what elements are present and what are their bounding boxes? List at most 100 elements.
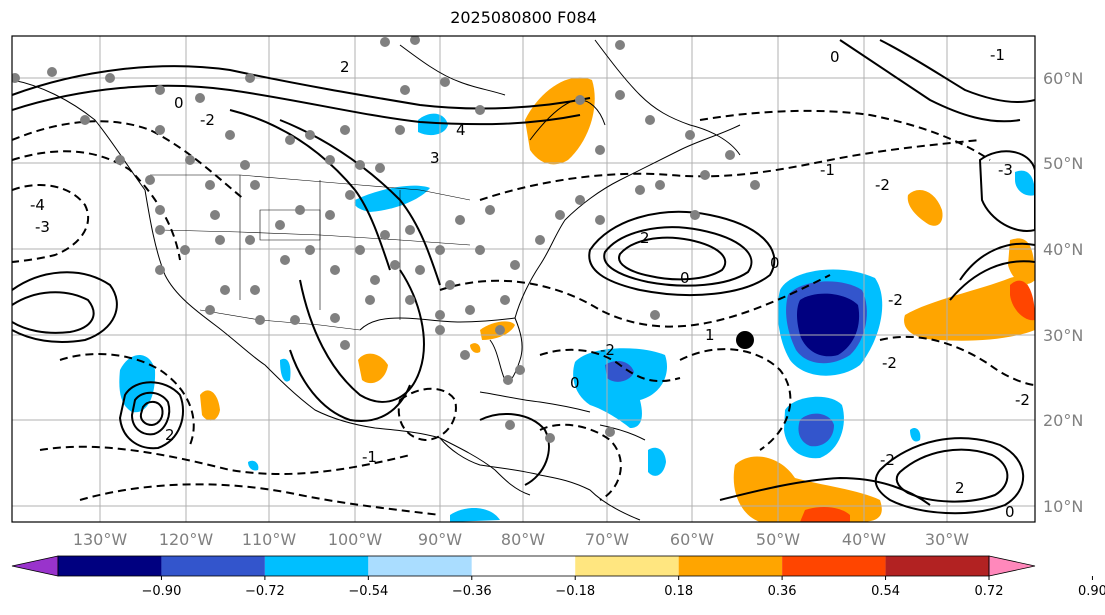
contour-solid-2 <box>12 84 581 126</box>
shade-blue-bottom <box>450 508 500 522</box>
colorbar-extend-high <box>988 555 1036 577</box>
shade-orange-small-1 <box>470 343 481 353</box>
contour-solid-low-pacific <box>118 381 184 450</box>
contour-label: 0 <box>570 374 580 392</box>
contour-label: -3 <box>998 161 1013 179</box>
contour-dashed-2 <box>12 150 181 261</box>
lat-label: 10°N <box>1043 497 1083 516</box>
lon-label: 50°W <box>756 530 800 549</box>
lon-label: 120°W <box>159 530 214 549</box>
colorbar-tick-label: 0.36 <box>768 584 797 599</box>
contour-dashed-6 <box>79 483 441 516</box>
shade-red-east <box>1010 280 1035 321</box>
contour-label: -1 <box>362 448 377 466</box>
contour-solid-4 <box>279 119 441 286</box>
contour-label: 1 <box>705 326 715 344</box>
contour-label: 0 <box>1005 503 1015 521</box>
shade-blue-lesser-antilles <box>648 447 666 476</box>
colorbar-tick-label: −0.18 <box>555 584 595 599</box>
contour-label: 2 <box>955 479 965 497</box>
shade-blue-small-1 <box>910 428 921 442</box>
contour-label: -2 <box>880 451 895 469</box>
contour-label: -2 <box>600 341 615 359</box>
lon-label: 30°W <box>925 530 969 549</box>
contour-label: -4 <box>30 196 45 214</box>
contour-dashed-5 <box>39 445 411 476</box>
contour-dashed-1 <box>12 120 246 201</box>
map-title: 2025080800 F084 <box>450 8 597 27</box>
contour-solid-northeast-2 <box>879 39 1035 103</box>
contour-solid-center-low <box>299 269 425 403</box>
contour-label: 0 <box>680 269 690 287</box>
colorbar-segment <box>678 556 783 576</box>
colorbar-tick-label: 0.18 <box>664 584 693 599</box>
shade-red-tropics <box>800 507 850 522</box>
shade-navy-atlantic <box>797 293 860 357</box>
contour-dashed-gulf <box>397 387 457 442</box>
colorbar-segment <box>575 556 679 576</box>
shade-orange-northeast <box>907 190 943 226</box>
contour-solid-southeast-high <box>874 437 1025 515</box>
lon-label: 80°W <box>501 530 545 549</box>
colorbar-tick-label: −0.72 <box>245 584 285 599</box>
contour-dashed-4 <box>59 353 195 446</box>
contour-solid-east-curve-2 <box>949 260 1035 301</box>
colorbar-segment <box>885 556 989 576</box>
contour-dashed-3 <box>12 184 90 263</box>
contour-label: -1 <box>990 46 1005 64</box>
contour-label: 0 <box>830 48 840 66</box>
shade-orange-pacific <box>200 390 220 421</box>
shade-blue-small-2 <box>280 358 291 382</box>
contour-label: 2 <box>640 229 650 247</box>
colorbar-segment <box>264 556 369 576</box>
contour-label: -3 <box>35 218 50 236</box>
contour-solid-center-low-2 <box>289 349 411 422</box>
colorbar-segment <box>58 556 162 576</box>
contour-dashed-8 <box>479 139 981 201</box>
contour-solid-pacific-2 <box>12 291 95 334</box>
contour-dashed-12 <box>539 348 681 383</box>
contour-solid-tropics <box>719 476 931 506</box>
contour-solid-low-pacific-3 <box>139 400 164 427</box>
lon-label: 110°W <box>242 530 297 549</box>
contour-solid-1 <box>12 65 591 110</box>
storm-center-marker <box>736 331 754 349</box>
contour-solid-pacific-1 <box>12 271 118 343</box>
lat-label: 20°N <box>1043 411 1083 430</box>
colorbar-tick-label: −0.54 <box>348 584 388 599</box>
map-frame <box>11 35 1036 523</box>
colorbar-frame <box>57 555 990 577</box>
lon-label: 60°W <box>670 530 714 549</box>
contour-label: 0 <box>770 254 780 272</box>
longitude-labels: 130°W 120°W 110°W 100°W 90°W 80°W 70°W 6… <box>73 530 969 549</box>
colorbar-segment <box>471 556 576 576</box>
colorbar-segment <box>161 556 265 576</box>
lat-label: 50°N <box>1043 154 1083 173</box>
contours <box>12 39 1035 516</box>
contour-label: -2 <box>882 354 897 372</box>
colorbar-tick-label: 0.54 <box>871 584 900 599</box>
contour-solid-atlantic-high <box>588 211 776 296</box>
contour-label: -2 <box>1015 391 1030 409</box>
contour-label: -2 <box>875 176 890 194</box>
lon-label: 70°W <box>585 530 629 549</box>
shade-medblue-caribbean <box>605 360 634 382</box>
station-dots <box>12 36 760 443</box>
shade-orange-east <box>904 276 1035 341</box>
shade-blue-azores <box>1015 170 1035 196</box>
lat-label: 60°N <box>1043 69 1083 88</box>
contour-solid-low-pacific-2 <box>130 391 171 436</box>
shade-orange-mexico <box>358 353 388 384</box>
shade-blue-caribbean <box>573 348 668 428</box>
contour-labels: 0 -2 2 -4 4 -3 3 -1 1 -2 2 0 -2 0 -1 2 -… <box>30 46 1030 521</box>
contour-dashed-7 <box>439 274 831 328</box>
contour-label: 0 <box>174 94 184 112</box>
colorbar-extend-low <box>11 555 59 577</box>
latitude-labels: 60°N 50°N 40°N 30°N 20°N 10°N <box>1043 69 1083 516</box>
contour-solid-caribbean <box>479 413 550 486</box>
contour-label: 4 <box>456 121 466 139</box>
contour-dashed-9 <box>699 109 991 161</box>
contour-solid-east-low <box>978 150 1035 232</box>
contour-solid-east-curve <box>959 242 1035 281</box>
